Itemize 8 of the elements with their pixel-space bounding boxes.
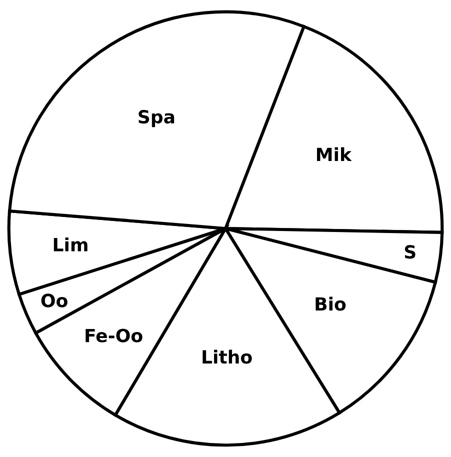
- slice-label: Spa: [138, 110, 174, 128]
- slice-label: Fe-Oo: [86, 328, 142, 342]
- slice-label: Mik: [317, 147, 352, 162]
- slice-label: Oo: [41, 294, 68, 308]
- slice-label: Lim: [54, 237, 88, 252]
- slice-label: S: [404, 245, 416, 259]
- slice-label: Litho: [202, 350, 252, 364]
- slice-label: Bio: [316, 296, 346, 311]
